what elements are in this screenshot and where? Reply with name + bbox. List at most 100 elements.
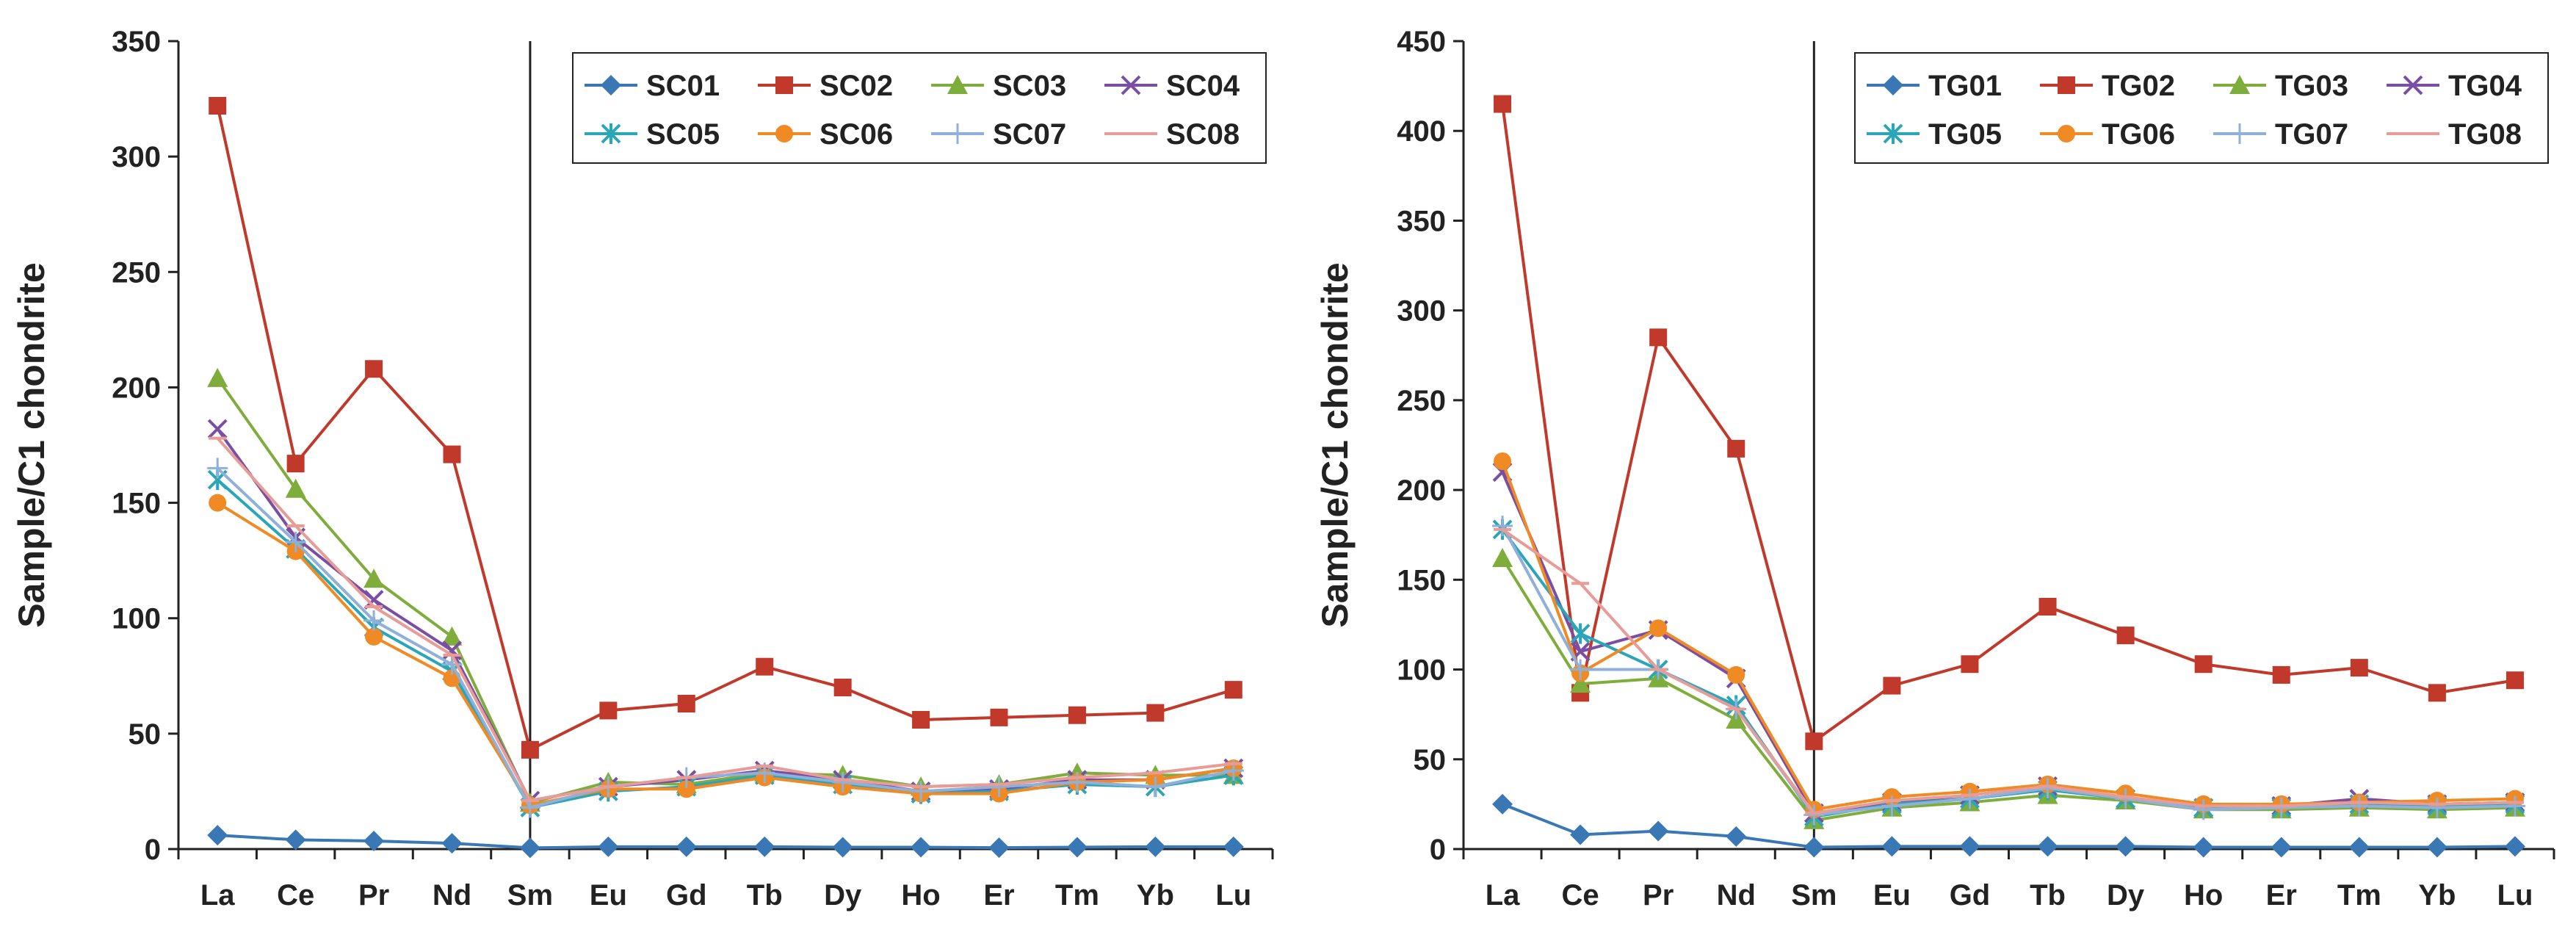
data-point (443, 445, 461, 463)
series-SC08 (209, 436, 1242, 802)
y-tick-label: 400 (1397, 115, 1446, 148)
y-tick-label: 300 (112, 141, 161, 173)
data-point (363, 831, 385, 851)
data-point (1803, 804, 1825, 826)
series-SC02 (209, 97, 1242, 759)
data-point (1492, 793, 1513, 815)
series-line (217, 501, 1234, 807)
legend-marker (947, 123, 968, 144)
data-point (1066, 771, 1088, 793)
data-point (285, 829, 306, 851)
data-point (207, 458, 228, 479)
x-tick-label: Pr (358, 879, 389, 911)
legend-label: SC04 (1166, 70, 1240, 102)
series-line (216, 105, 1234, 751)
data-point (2037, 836, 2058, 857)
y-tick-label: 350 (1397, 205, 1446, 237)
data-point (521, 740, 539, 759)
x-tick-label: Lu (1215, 879, 1251, 911)
data-point (1726, 826, 1747, 847)
x-tick-label: Er (2266, 879, 2297, 911)
legend-marker (1883, 123, 1903, 144)
y-tick-label: 200 (112, 372, 161, 404)
data-point (1649, 328, 1668, 347)
data-point (2504, 795, 2525, 817)
legend-marker (2058, 125, 2075, 142)
series-line (217, 834, 1234, 850)
data-point (2115, 836, 2136, 857)
legend-label: TG08 (2448, 118, 2522, 151)
data-point (990, 708, 1008, 726)
legend-label: SC07 (993, 118, 1066, 151)
y-axis-label: Sample/C1 chondrite (1314, 262, 1356, 627)
legend-label: TG02 (2102, 70, 2175, 102)
series-line (216, 466, 1234, 809)
series-SC01 (207, 825, 1244, 859)
series-line (1501, 528, 2516, 815)
data-point (1224, 681, 1242, 699)
data-point (1805, 732, 1823, 751)
legend-marker (947, 75, 968, 94)
data-point (1649, 619, 1668, 638)
x-tick-label: Gd (666, 879, 707, 911)
data-point (2271, 797, 2292, 818)
legend-item: TG03 (2213, 70, 2348, 102)
legend-item: SC01 (585, 70, 720, 102)
data-point (1803, 837, 1825, 858)
legend-box (1854, 52, 2549, 164)
y-tick-label: 50 (1414, 744, 1447, 776)
legend-marker (1121, 75, 1141, 95)
legend-item: TG04 (2387, 70, 2522, 102)
data-point (754, 836, 775, 857)
x-tick-label: Ho (2184, 879, 2223, 911)
series-line (1501, 104, 2516, 743)
legend-item: SC04 (1104, 70, 1240, 102)
legend: SC01 SC02 SC03 SC04 SC05 SC06 SC07 SC08 (572, 52, 1267, 164)
x-tick-label: Eu (590, 879, 627, 911)
x-tick-label: Dy (2107, 879, 2145, 911)
x-tick-label: Ho (901, 879, 940, 911)
series-line (216, 377, 1234, 805)
data-point (365, 360, 383, 378)
series-line (216, 437, 1234, 802)
data-point (209, 494, 227, 512)
data-point (286, 455, 305, 473)
series-SC05 (207, 469, 1244, 818)
legend-label: SC03 (993, 70, 1066, 102)
data-point (912, 711, 930, 729)
legend-item: TG05 (1867, 118, 2002, 151)
y-tick-label: 50 (129, 718, 162, 751)
data-point (2348, 795, 2370, 817)
data-point (207, 367, 228, 387)
legend-label: SC05 (646, 118, 720, 151)
legend-item: SC05 (585, 118, 720, 151)
data-point (2271, 837, 2292, 858)
data-point (677, 695, 695, 712)
data-point (676, 836, 697, 857)
data-point (1959, 788, 1980, 809)
x-tick-label: Pr (1643, 879, 1674, 911)
legend-label: TG05 (1928, 118, 2002, 151)
legend-label: TG04 (2448, 70, 2522, 102)
y-tick-label: 200 (1397, 474, 1446, 507)
x-tick-label: Eu (1873, 879, 1911, 911)
series-SC07 (207, 458, 1244, 818)
data-point (365, 627, 383, 646)
series-TG04 (1492, 462, 2525, 823)
y-tick-label: 300 (1397, 295, 1446, 328)
legend-label: TG03 (2275, 70, 2348, 102)
series-SC04 (207, 419, 1244, 811)
y-axis-label: Sample/C1 chondrite (11, 262, 52, 627)
x-tick-label: La (1486, 879, 1520, 911)
x-tick-label: Tb (747, 879, 783, 911)
data-point (2426, 837, 2447, 858)
data-point (285, 532, 306, 552)
legend-marker (2403, 75, 2423, 95)
chart-panel-2: 0 50 100 150 200 250 300 350 400 450 La Ce Pr Nd Sm Eu G… (1314, 26, 2555, 911)
data-point (1959, 836, 1980, 857)
x-tick-label: Yb (2418, 879, 2456, 911)
legend-label: TG06 (2102, 118, 2175, 151)
y-tick-label: 450 (1397, 26, 1446, 58)
